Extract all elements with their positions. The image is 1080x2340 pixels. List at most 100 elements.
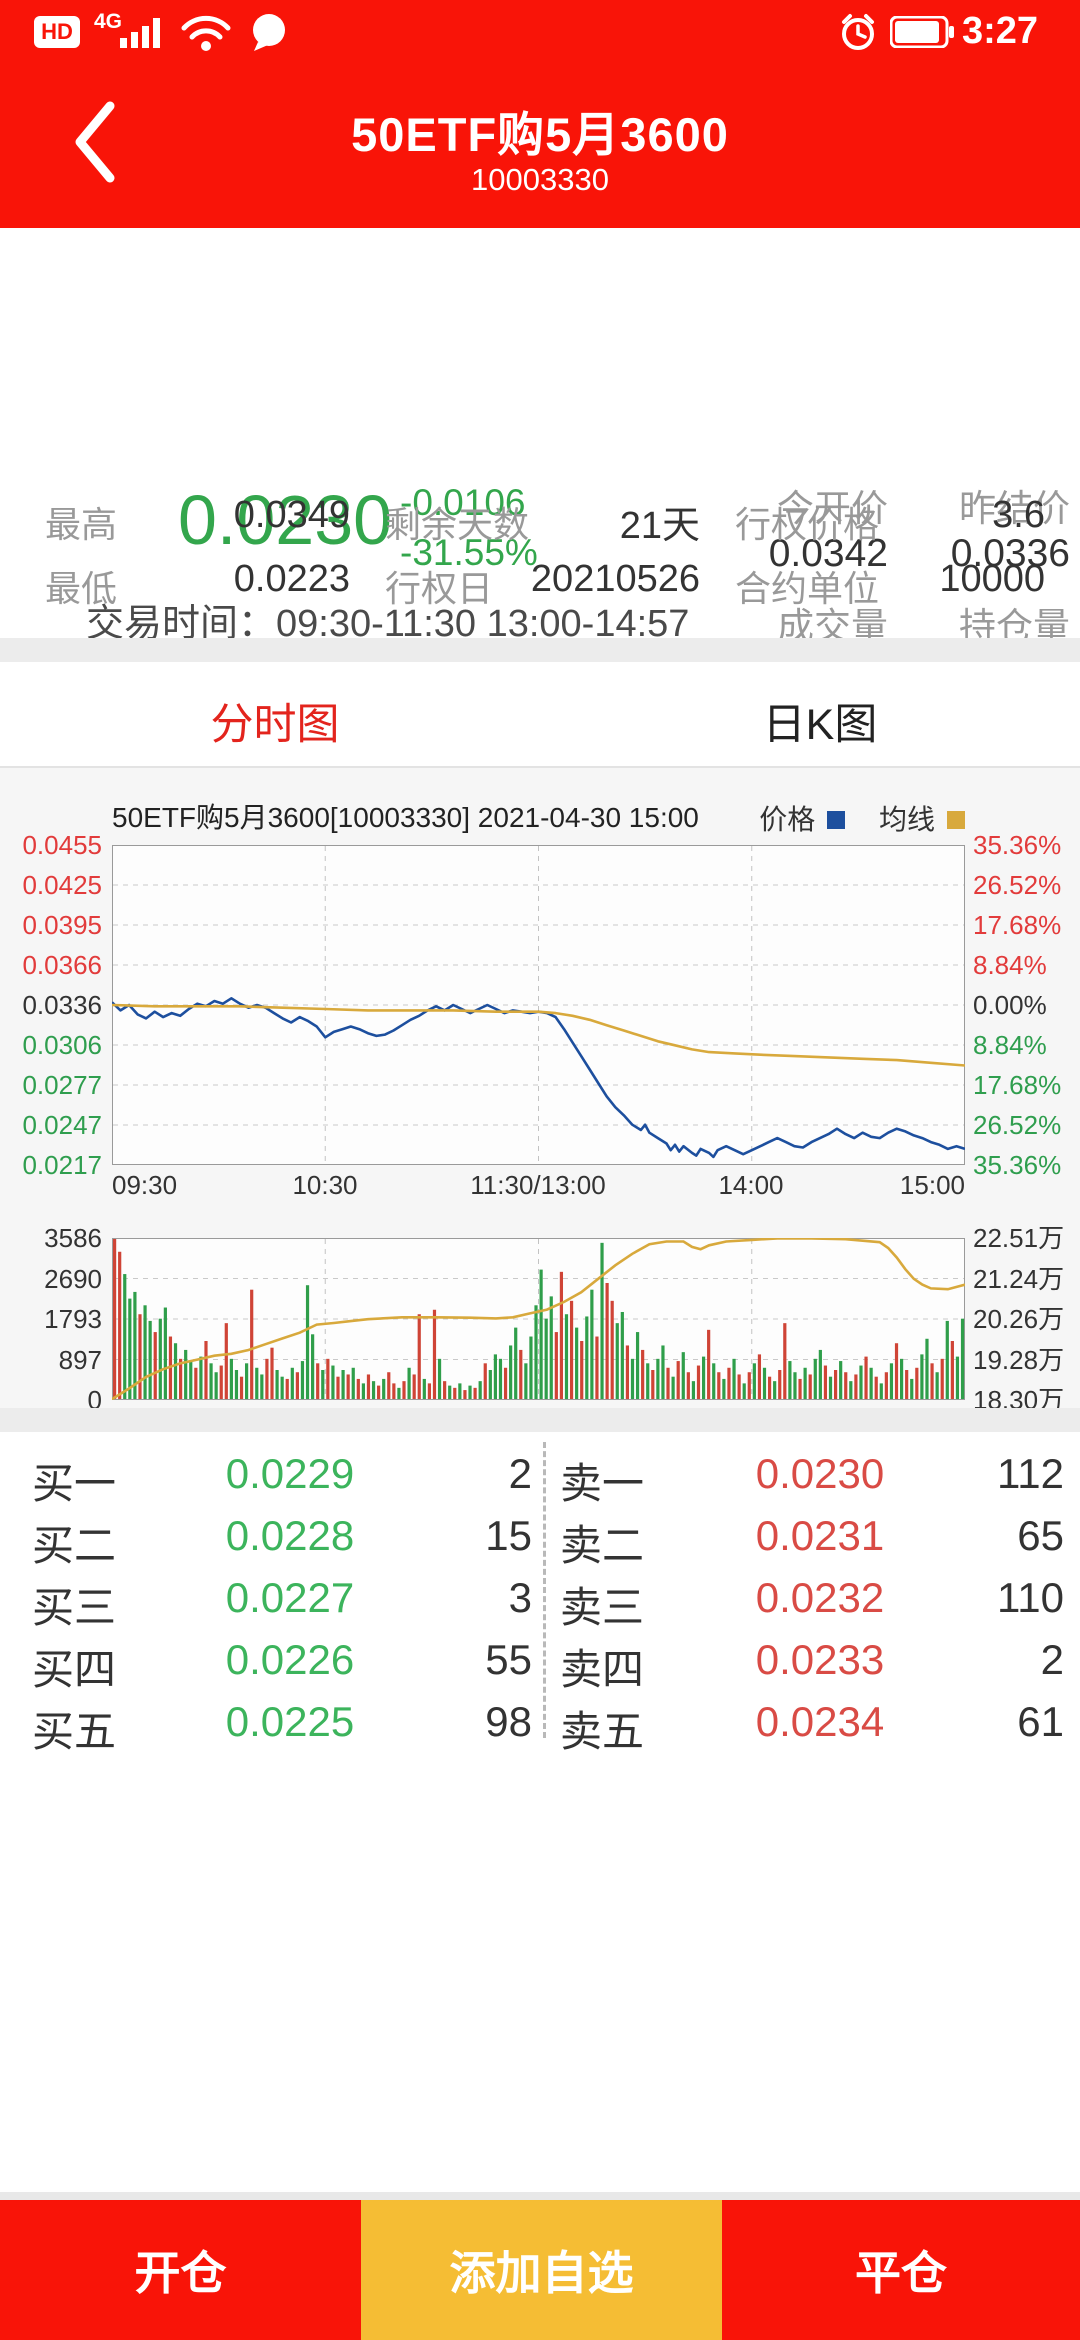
bid2-price: 0.0228: [225, 1512, 355, 1559]
ask5-price: 0.0234: [755, 1698, 885, 1745]
legend-average: 均线: [879, 798, 965, 838]
ask2-price: 0.0231: [755, 1512, 885, 1559]
order-book-row-3[interactable]: 买三 0.0227 3 卖三 0.0232 110: [0, 1566, 1080, 1631]
detail-label-exercise-date: 行权日: [385, 568, 494, 609]
position-axis-label: 20.26万: [973, 1304, 1065, 1334]
ask5-label: 卖五: [560, 1708, 645, 1755]
change-percent: -31.55%: [400, 532, 538, 573]
top-red-area: HD 4G 3:27 50ETF购5月3600 10003330: [0, 0, 1080, 228]
quote-section: 0.0230 -0.0106 -31.55% 交易时间：09:30-11:30 …: [0, 228, 1080, 695]
ask4-label: 卖四: [560, 1646, 645, 1693]
position-axis-label: 19.28万: [973, 1344, 1065, 1375]
order-book-row-5[interactable]: 买五 0.0225 98 卖五 0.0234 61: [0, 1690, 1080, 1755]
price-axis-label: 0.0306: [22, 1030, 102, 1060]
detail-value-days-left: 21天: [619, 505, 700, 547]
order-book-row-4[interactable]: 买四 0.0226 55 卖四 0.0233 2: [0, 1628, 1080, 1693]
alarm-icon: [842, 14, 874, 50]
detail-label-high: 最高: [45, 504, 118, 545]
detail-label-contract-unit: 合约单位: [735, 568, 880, 609]
last-price: 0.0230: [178, 481, 393, 559]
bid2-label: 买二: [32, 1522, 117, 1569]
time-axis-label: 14:00: [718, 1170, 784, 1200]
order-book-row-1[interactable]: 买一 0.0229 2 卖一 0.0230 112: [0, 1442, 1080, 1507]
volume-bars: [113, 1239, 965, 1399]
intraday-price-chart[interactable]: [112, 845, 965, 1165]
price-axis-label: 0.0277: [22, 1070, 102, 1100]
ask5-qty: 61: [1017, 1698, 1064, 1745]
price-change: -0.0106 -31.55%: [400, 478, 538, 578]
volume-axis-label: 1793: [44, 1304, 102, 1334]
detail-value-strike: 3.6: [992, 494, 1045, 536]
price-axis-label: 0.0366: [22, 950, 102, 980]
contract-code: 10003330: [471, 162, 609, 197]
bid5-label: 买五: [32, 1708, 117, 1755]
time-axis-label: 15:00: [899, 1170, 965, 1200]
page-title: 50ETF购5月3600: [351, 108, 729, 161]
bid2-qty: 15: [485, 1512, 532, 1559]
ask3-price: 0.0232: [755, 1574, 885, 1621]
price-axis-label: 0.0336: [22, 990, 102, 1020]
order-book-row-2[interactable]: 买二 0.0228 15 卖二 0.0231 65: [0, 1504, 1080, 1569]
chart-legend: 价格 均线: [733, 798, 965, 838]
network-4g-label: 4G: [94, 10, 123, 33]
percent-axis-label: 26.52%: [973, 870, 1062, 900]
section-divider: [0, 638, 1080, 662]
order-book-divider: [543, 1442, 546, 1738]
bid1-label: 买一: [32, 1460, 117, 1507]
chart-title: 50ETF购5月3600[10003330] 2021-04-30 15:00: [112, 802, 699, 833]
detail-value-exercise-date: 20210526: [530, 558, 700, 600]
bid3-price: 0.0227: [225, 1574, 355, 1621]
percent-axis-label: 17.68%: [973, 910, 1062, 940]
ask1-qty: 112: [997, 1450, 1064, 1497]
detail-value-contract-unit: 10000: [939, 558, 1045, 600]
tab-intraday-chart[interactable]: 分时图: [210, 701, 340, 749]
bid4-qty: 55: [485, 1636, 532, 1683]
time-axis-label: 11:30/13:00: [470, 1170, 606, 1200]
open-position-button[interactable]: 开仓: [0, 2200, 361, 2340]
bid1-qty: 2: [508, 1450, 532, 1497]
tab-daily-k-chart[interactable]: 日K图: [762, 701, 878, 749]
ask4-price: 0.0233: [755, 1636, 885, 1683]
price-axis-label: 0.0425: [22, 870, 102, 900]
message-bubble-icon: [253, 14, 285, 51]
volume-axis-label: 0: [87, 1385, 102, 1415]
time-axis-label: 09:30: [112, 1170, 178, 1200]
back-button[interactable]: [58, 92, 138, 192]
stat-label-prev-settle: 昨结价: [959, 488, 1070, 529]
bid4-price: 0.0226: [225, 1636, 355, 1683]
ask2-qty: 65: [1017, 1512, 1064, 1559]
detail-label-days-left: 剩余天数: [385, 504, 530, 545]
stat-label-open: 今开价: [777, 488, 888, 529]
detail-value-high: 0.0349: [233, 494, 350, 536]
price-axis-label: 0.0217: [22, 1150, 102, 1180]
chart-tab-bar: 分时图 日K图: [0, 662, 1080, 768]
detail-label-strike: 行权价格: [735, 504, 880, 545]
volume-axis-label: 897: [58, 1344, 102, 1375]
percent-axis-label: 26.52%: [973, 1110, 1062, 1140]
bottom-bar-divider: [0, 2192, 1080, 2200]
add-watchlist-button[interactable]: 添加自选: [361, 2200, 722, 2340]
bid5-qty: 98: [485, 1698, 532, 1745]
legend-price: 价格: [759, 798, 846, 838]
percent-axis-label: 0.00%: [973, 990, 1047, 1020]
signal-bars-icon: [120, 18, 160, 48]
status-time: 3:27: [962, 10, 1039, 52]
bottom-action-bar: 开仓 添加自选 平仓: [0, 2200, 1080, 2340]
ask1-label: 卖一: [560, 1460, 645, 1507]
bid3-label: 买三: [32, 1584, 117, 1631]
percent-axis-label: 17.68%: [973, 1070, 1062, 1100]
price-axis-label: 0.0395: [22, 910, 102, 940]
price-axis-label: 0.0247: [22, 1110, 102, 1140]
percent-axis-label: 35.36%: [973, 1150, 1062, 1180]
stat-value-prev-settle: 0.0336: [950, 532, 1070, 575]
volume-chart[interactable]: [112, 1238, 965, 1400]
close-position-button[interactable]: 平仓: [722, 2200, 1080, 2340]
hd-volte-icon: HD: [34, 16, 80, 48]
percent-axis-label: 8.84%: [973, 950, 1047, 980]
detail-label-low: 最低: [45, 568, 118, 609]
ask3-qty: 110: [997, 1574, 1064, 1621]
legend-price-swatch: [827, 811, 846, 829]
chart-section: 50ETF购5月3600[10003330] 2021-04-30 15:00 …: [0, 768, 1080, 1414]
detail-value-low: 0.0223: [233, 558, 350, 600]
price-axis-label: 0.0455: [22, 830, 102, 860]
